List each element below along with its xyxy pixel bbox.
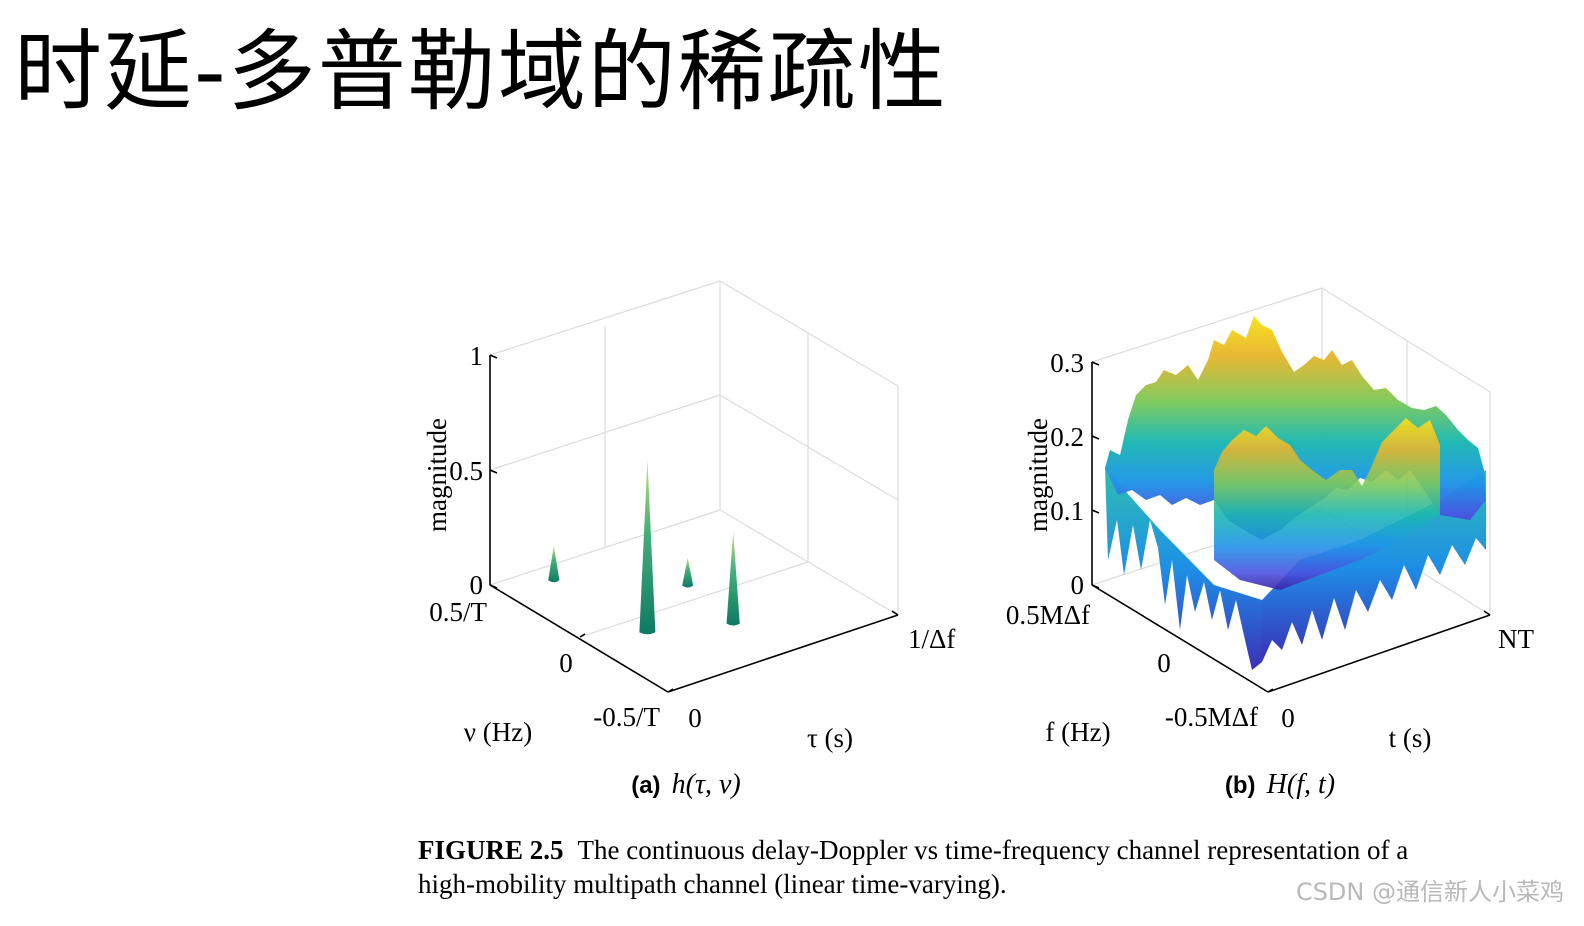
panel-b-t-tick: NT <box>1498 624 1534 654</box>
slide-title: 时延-多普勒域的稀疏性 <box>14 20 948 123</box>
figure-caption-line-2: high-mobility multipath channel (linear … <box>418 869 1007 899</box>
watermark: CSDN @通信新人小菜鸡 <box>1295 878 1564 906</box>
panel-a-caption-expression: h(τ, ν) <box>672 769 741 800</box>
panel-b-caption-expression: H(f, t) <box>1266 769 1335 800</box>
panel-b-plot: 0.3 0.2 0.1 0 magnitude 0.5MΔf 0 -0.5MΔf… <box>1006 287 1534 800</box>
panel-a-caption-label: (a) <box>631 772 660 799</box>
panel-a-z-label: magnitude <box>422 418 452 532</box>
panel-a-tau-tick: 1/Δf <box>908 624 955 654</box>
panel-b-surface-left-face <box>1105 468 1262 670</box>
panel-a-grid <box>489 280 899 638</box>
panel-a-z-tick: 0.5 <box>449 456 483 486</box>
panel-b-z-tick: 0.2 <box>1050 422 1084 452</box>
panel-b-axes <box>1091 361 1491 693</box>
panel-b-f-tick: -0.5MΔf <box>1165 702 1258 732</box>
figure-caption-line-1: The continuous delay-Doppler vs time-fre… <box>577 835 1409 865</box>
panel-b-t-label: t (s) <box>1389 723 1432 753</box>
panel-a-z-tick: 1 <box>470 341 484 371</box>
panel-a-nu-label: ν (Hz) <box>464 717 532 747</box>
panel-b-caption: (b) H(f, t) <box>1225 769 1335 800</box>
panel-a-spikes <box>548 459 740 635</box>
panel-a-nu-tick: 0.5/T <box>429 597 487 627</box>
panel-b-z-tick: 0 <box>1071 570 1085 600</box>
panel-a-nu-tick: 0 <box>559 648 573 678</box>
panel-b-f-tick: 0 <box>1157 648 1171 678</box>
panel-b-z-tick: 0.1 <box>1050 496 1084 526</box>
panel-b-z-tick: 0.3 <box>1050 348 1084 378</box>
panel-a-spike <box>682 557 694 588</box>
panel-b-surface-top <box>1105 316 1486 540</box>
panel-a-spike <box>548 545 560 583</box>
figure-caption: FIGURE 2.5 The continuous delay-Doppler v… <box>418 833 1568 901</box>
panel-b-surface <box>1105 316 1486 670</box>
panel-a-spike <box>639 459 656 635</box>
panel-a-tau-label: τ (s) <box>807 723 853 753</box>
figure-number: FIGURE 2.5 <box>418 835 564 865</box>
panel-a-axes <box>489 354 899 693</box>
panel-b-f-label: f (Hz) <box>1045 717 1110 747</box>
panel-b-surface-front-bump <box>1214 418 1440 590</box>
panel-a-plot: 1 0.5 0 magnitude 0.5/T 0 -0.5/T ν (Hz) … <box>422 280 955 800</box>
panel-b-z-label: magnitude <box>1023 418 1053 532</box>
panel-a-spike <box>726 531 740 626</box>
panel-a-z-tick: 0 <box>470 570 484 600</box>
panel-a-nu-tick: -0.5/T <box>593 702 660 732</box>
panel-a-caption: (a) h(τ, ν) <box>631 769 741 800</box>
panel-b-t-tick: 0 <box>1281 703 1295 733</box>
panel-b-f-tick: 0.5MΔf <box>1006 600 1090 630</box>
panel-b-caption-label: (b) <box>1225 772 1256 799</box>
panel-a-tau-tick: 0 <box>688 703 702 733</box>
